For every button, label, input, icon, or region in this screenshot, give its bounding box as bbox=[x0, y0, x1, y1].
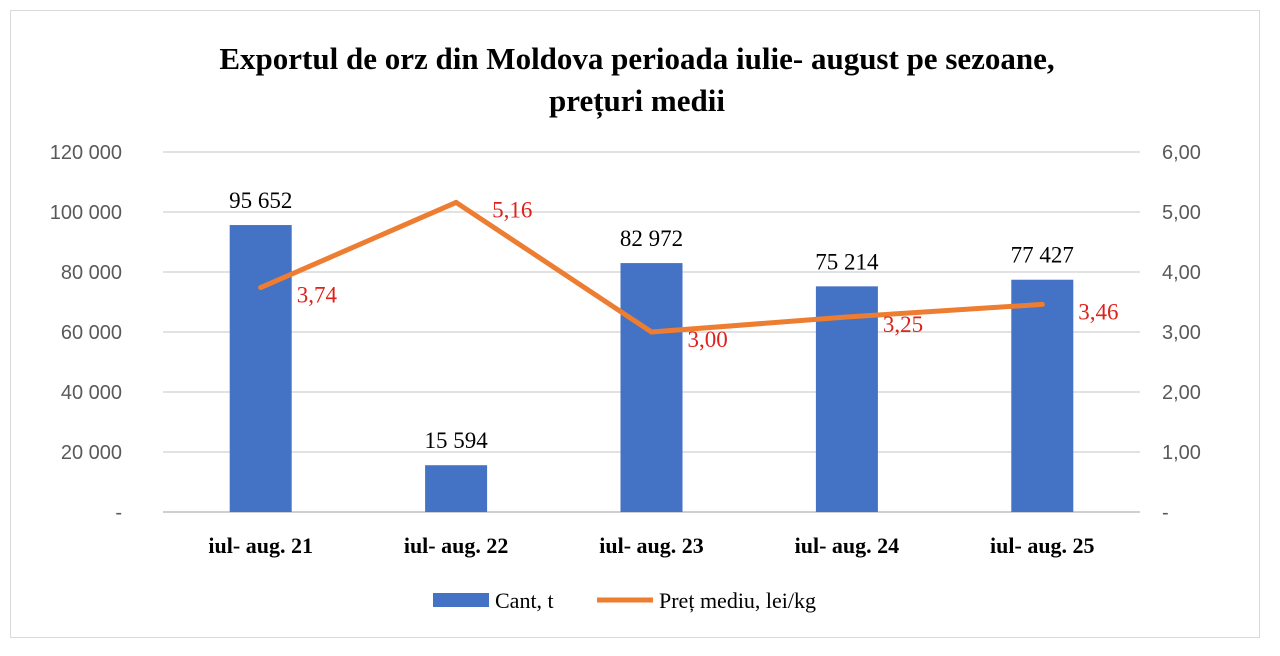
legend: Cant, t Preț mediu, lei/kg bbox=[433, 588, 816, 613]
right-tick-label: 6,00 bbox=[1162, 142, 1201, 164]
legend-bar-label: Cant, t bbox=[495, 588, 554, 613]
line-data-label: 5,16 bbox=[492, 197, 532, 222]
bar-data-label: 82 972 bbox=[620, 226, 683, 251]
bar-data-labels: 95 652 15 594 82 972 75 214 77 427 bbox=[229, 188, 1074, 453]
line-data-label: 3,74 bbox=[297, 283, 338, 308]
right-tick-label: 1,00 bbox=[1162, 442, 1201, 464]
category-axis: iul- aug. 21 iul- aug. 22 iul- aug. 23 iul-… bbox=[208, 533, 1094, 558]
line-point bbox=[453, 199, 459, 205]
left-tick-label: 80 000 bbox=[61, 262, 122, 284]
left-tick-label: 100 000 bbox=[50, 202, 122, 224]
left-tick-label: 40 000 bbox=[61, 382, 122, 404]
line-data-labels: 3,74 5,16 3,00 3,25 3,46 bbox=[297, 197, 1119, 352]
legend-bar-swatch bbox=[433, 593, 489, 607]
right-tick-label: 4,00 bbox=[1162, 262, 1201, 284]
category-label: iul- aug. 21 bbox=[208, 533, 313, 558]
line-point bbox=[1039, 301, 1045, 307]
bar-data-label: 75 214 bbox=[815, 249, 879, 274]
legend-line-label: Preț mediu, lei/kg bbox=[659, 588, 816, 613]
line-series bbox=[258, 199, 1045, 335]
line-data-label: 3,46 bbox=[1078, 299, 1118, 324]
left-tick-label: 60 000 bbox=[61, 322, 122, 344]
chart-title: Exportul de orz din Moldova perioada iul… bbox=[0, 38, 1274, 122]
bar-data-label: 77 427 bbox=[1011, 243, 1074, 268]
bar-series bbox=[229, 225, 1074, 512]
line-point bbox=[844, 314, 850, 320]
category-label: iul- aug. 23 bbox=[599, 533, 704, 558]
bar bbox=[425, 465, 488, 512]
bar bbox=[1011, 279, 1074, 512]
right-tick-label: - bbox=[1162, 502, 1169, 524]
line-data-label: 3,25 bbox=[883, 312, 923, 337]
right-tick-label: 3,00 bbox=[1162, 322, 1201, 344]
line-data-label: 3,00 bbox=[688, 327, 728, 352]
left-tick-label: - bbox=[115, 502, 122, 524]
left-tick-label: 120 000 bbox=[50, 142, 122, 164]
chart-title-line-1: Exportul de orz din Moldova perioada iul… bbox=[219, 41, 1055, 76]
bar bbox=[620, 263, 683, 512]
bar bbox=[229, 225, 292, 512]
bar-data-label: 15 594 bbox=[424, 428, 488, 453]
right-tick-label: 2,00 bbox=[1162, 382, 1201, 404]
left-axis: - 20 000 40 000 60 000 80 000 100 000 120 000 bbox=[50, 142, 122, 524]
category-label: iul- aug. 24 bbox=[795, 533, 900, 558]
left-tick-label: 20 000 bbox=[61, 442, 122, 464]
line-point bbox=[649, 329, 654, 335]
bar-data-label: 95 652 bbox=[229, 188, 292, 213]
bar bbox=[815, 286, 878, 512]
category-label: iul- aug. 22 bbox=[404, 533, 509, 558]
line-point bbox=[258, 285, 264, 291]
right-tick-label: 5,00 bbox=[1162, 202, 1201, 224]
chart-title-line-2: prețuri medii bbox=[549, 83, 725, 118]
right-axis: - 1,00 2,00 3,00 4,00 5,00 6,00 bbox=[1162, 142, 1201, 524]
category-label: iul- aug. 25 bbox=[990, 533, 1095, 558]
